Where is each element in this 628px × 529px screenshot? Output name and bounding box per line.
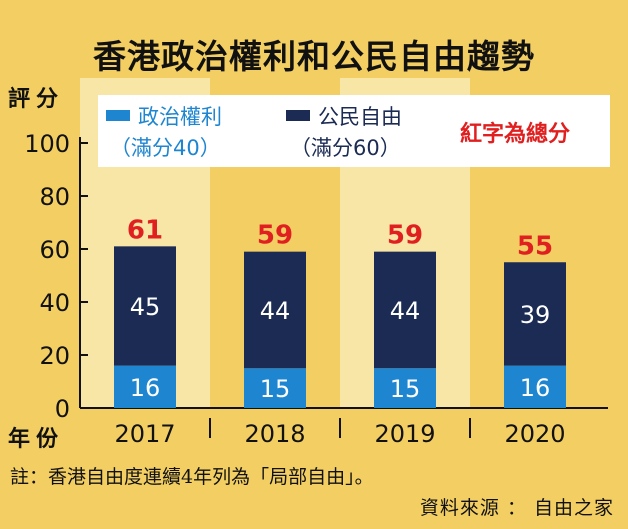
bar-label-2018-civil: 44: [260, 297, 291, 325]
x-axis-title: 年份: [8, 426, 64, 452]
bar-label-2017-civil: 45: [130, 293, 161, 321]
legend-label-civil: 公民自由: [318, 105, 402, 129]
legend-totals-note: 紅字為總分: [460, 121, 570, 147]
bar-2018-civil: [244, 251, 306, 369]
y-tick-label-60: 60: [39, 236, 70, 264]
source-credit: 資料來源 ： 自由之家: [419, 497, 614, 519]
y-axis-title: 評分: [8, 86, 64, 112]
x-tick-label-2018: 2018: [244, 420, 305, 448]
bar-label-2020-political: 16: [520, 374, 551, 402]
bar-2017-political: [114, 365, 176, 408]
y-tick-label-0: 0: [55, 395, 70, 423]
x-tick-label-2017: 2017: [114, 420, 175, 448]
bar-2018-political: [244, 368, 306, 408]
total-label-2018: 59: [257, 221, 293, 251]
bar-label-2020-civil: 39: [520, 301, 551, 329]
chart-canvas: 政治權利 （滿分40） 公民自由 （滿分60） 紅字為總分 0 20 40 60 80 100 評分…: [8, 78, 610, 452]
total-label-2019: 59: [387, 221, 423, 251]
chart-title: 香港政治權利和公民自由趨勢: [93, 37, 535, 76]
legend-swatch-civil: [286, 110, 310, 121]
y-tick-label-100: 100: [24, 130, 70, 158]
bar-label-2017-political: 16: [130, 374, 161, 402]
legend-swatch-political: [106, 110, 130, 121]
y-tick-label-20: 20: [39, 342, 70, 370]
bar-label-2019-political: 15: [390, 375, 421, 403]
legend-box: [98, 95, 610, 167]
bar-2019-civil: [374, 251, 436, 369]
y-tick-label-40: 40: [39, 289, 70, 317]
legend-sublabel-civil: （滿分60）: [290, 136, 401, 160]
bar-2017-civil: [114, 246, 176, 366]
bar-2020-civil: [504, 262, 566, 366]
footnote: 註：香港自由度連續4年列為「局部自由」。: [10, 466, 374, 488]
bar-2019-political: [374, 368, 436, 408]
total-label-2017: 61: [127, 215, 163, 245]
x-tick-label-2019: 2019: [374, 420, 435, 448]
total-label-2020: 55: [517, 231, 553, 261]
y-tick-label-80: 80: [39, 183, 70, 211]
bar-2020-political: [504, 365, 566, 408]
bar-label-2018-political: 15: [260, 375, 291, 403]
bar-label-2019-civil: 44: [390, 297, 421, 325]
x-tick-label-2020: 2020: [504, 420, 565, 448]
legend-label-political: 政治權利: [138, 105, 222, 129]
legend-sublabel-political: （滿分40）: [110, 136, 221, 160]
